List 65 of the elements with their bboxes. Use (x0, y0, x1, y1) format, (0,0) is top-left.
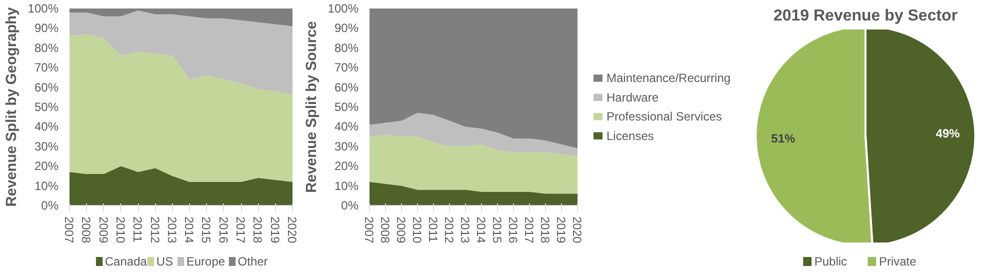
x-tick-label: 2013 (164, 216, 179, 244)
legend-label: Europe (186, 254, 226, 268)
legend-label: Licenses (606, 128, 654, 143)
y-tick-label: 10% (334, 178, 359, 193)
legend-label: Other (238, 254, 268, 268)
x-tick-label: 2019 (554, 216, 568, 244)
x-tick-label: 2020 (285, 216, 299, 244)
y-tick-label: 20% (334, 159, 359, 174)
legend-label: Hardware (606, 90, 659, 104)
x-tick-label: 2009 (96, 216, 110, 244)
y-tick-label: 70% (334, 60, 359, 75)
y-tick-label: 80% (34, 40, 59, 55)
x-tick-label: 2013 (458, 216, 472, 244)
legend-label: Private (878, 254, 917, 268)
x-tick-label: 2009 (394, 216, 408, 244)
x-tick-label: 2008 (378, 216, 392, 244)
y-tick-label: 100% (28, 2, 59, 16)
x-tick-label: 2012 (442, 216, 456, 244)
x-tick-label: 2020 (570, 216, 584, 244)
x-tick-label: 2014 (474, 216, 488, 244)
x-tick-label: 2017 (234, 216, 248, 244)
x-tick-label: 2019 (268, 216, 282, 244)
x-tick-label: 2007 (62, 216, 76, 244)
y-tick-label: 40% (334, 120, 359, 134)
x-tick-label: 2016 (216, 216, 230, 244)
y-tick-label: 100% (328, 2, 359, 16)
y-tick-label: 70% (34, 60, 59, 75)
legend-label: US (156, 254, 173, 268)
y-axis-title: Revenue Split by Source (304, 21, 320, 193)
y-tick-label: 90% (34, 21, 59, 36)
y-tick-label: 40% (34, 120, 59, 134)
chart-title: 2019 Revenue by Sector (773, 8, 958, 24)
y-tick-label: 30% (34, 139, 59, 154)
x-tick-label: 2011 (130, 216, 145, 243)
x-tick-label: 2017 (522, 216, 536, 244)
x-tick-label: 2011 (426, 216, 440, 243)
x-tick-label: 2018 (538, 216, 552, 244)
legend-label: Maintenance/Recurring (606, 71, 731, 86)
y-tick-label: 90% (334, 21, 359, 36)
x-tick-label: 2015 (199, 216, 214, 244)
x-tick-label: 2012 (148, 216, 162, 244)
legend-label: Public (814, 254, 848, 268)
y-tick-label: 50% (334, 100, 359, 114)
data-label: 49% (936, 126, 960, 141)
x-tick-label: 2016 (506, 216, 520, 244)
x-tick-label: 2015 (490, 216, 504, 244)
x-tick-label: 2014 (182, 216, 196, 244)
x-tick-label: 2010 (410, 216, 424, 244)
y-tick-label: 30% (334, 139, 359, 154)
y-axis-title: Revenue Split by Geography (4, 6, 20, 207)
y-tick-label: 20% (34, 159, 59, 174)
legend-label: Professional Services (606, 110, 722, 124)
legend-label: Canada (104, 254, 148, 268)
y-tick-label: 10% (34, 178, 59, 193)
y-tick-label: 60% (34, 80, 59, 94)
x-tick-label: 2018 (250, 216, 265, 244)
y-tick-label: 60% (334, 80, 359, 94)
x-tick-label: 2010 (113, 216, 128, 244)
y-tick-label: 50% (34, 100, 59, 114)
y-tick-label: 80% (334, 40, 359, 55)
x-tick-label: 2008 (79, 216, 94, 244)
y-tick-label: 0% (41, 198, 59, 212)
y-tick-label: 0% (341, 198, 359, 212)
data-label: 51% (771, 131, 796, 146)
x-tick-label: 2007 (362, 216, 376, 244)
